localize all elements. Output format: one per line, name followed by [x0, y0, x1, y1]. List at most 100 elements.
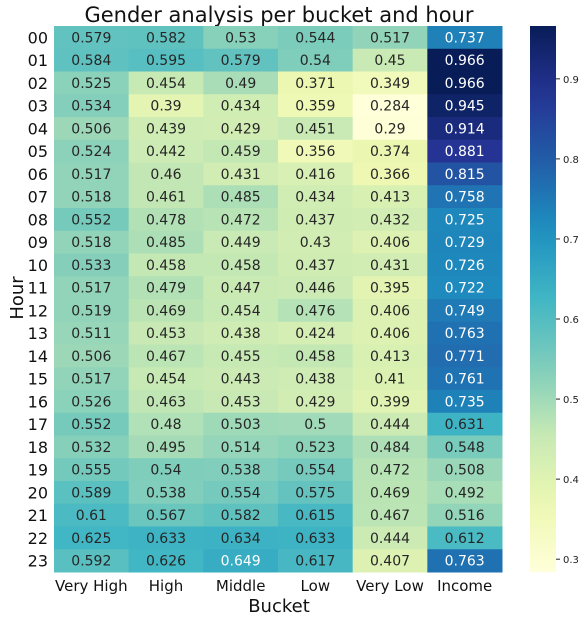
- cell-value-label: 0.438: [295, 372, 335, 388]
- cell-value-label: 0.49: [225, 76, 256, 92]
- heatmap-cell: [54, 549, 130, 573]
- cell-value-label: 0.485: [221, 190, 261, 206]
- heatmap-cell: [352, 276, 428, 300]
- heatmap-cell: [128, 435, 204, 459]
- heatmap-cell: [54, 299, 130, 323]
- heatmap-cell: [128, 503, 204, 527]
- x-tick-label: Very Low: [356, 577, 424, 595]
- cell-value-label: 0.454: [146, 372, 186, 388]
- heatmap-cell: [203, 435, 279, 459]
- heatmap-cell: [278, 185, 354, 209]
- cell-value-label: 0.722: [445, 281, 485, 297]
- cell-value-label: 0.533: [71, 258, 111, 274]
- heatmap-cell: [352, 367, 428, 391]
- heatmap-cell: [203, 94, 279, 118]
- cell-value-label: 0.469: [146, 303, 186, 319]
- cell-value-label: 0.548: [445, 440, 485, 456]
- cell-value-label: 0.446: [295, 281, 335, 297]
- cell-value-label: 0.39: [150, 99, 181, 115]
- heatmap-cell: [54, 481, 130, 505]
- y-tick-label: 21: [28, 506, 48, 525]
- heatmap-cell: [278, 412, 354, 436]
- heatmap-cell: [427, 435, 503, 459]
- heatmap-cell: [278, 26, 354, 50]
- cell-value-label: 0.449: [221, 235, 261, 251]
- y-tick-label: 08: [28, 210, 48, 229]
- heatmap-cell: [54, 503, 130, 527]
- cell-value-label: 0.763: [445, 554, 485, 570]
- heatmap-cell: [427, 230, 503, 254]
- heatmap-cell: [278, 208, 354, 232]
- heatmap-cell: [203, 230, 279, 254]
- cell-value-label: 0.735: [445, 394, 485, 410]
- cell-value-label: 0.517: [71, 281, 111, 297]
- cell-value-label: 0.53: [225, 30, 256, 46]
- cell-value-label: 0.617: [295, 554, 335, 570]
- colorbar-tick-label: 0.8: [563, 155, 579, 166]
- cell-value-label: 0.453: [221, 394, 261, 410]
- cell-value-label: 0.579: [71, 30, 111, 46]
- cell-value-label: 0.554: [221, 485, 261, 501]
- heatmap-cell: [54, 162, 130, 186]
- cell-value-label: 0.463: [146, 394, 186, 410]
- cell-value-label: 0.458: [146, 258, 186, 274]
- cell-value-label: 0.359: [295, 99, 335, 115]
- y-tick-label: 09: [28, 233, 48, 252]
- heatmap-cell: [352, 94, 428, 118]
- heatmap-cell: [128, 481, 204, 505]
- cell-value-label: 0.45: [374, 53, 405, 69]
- y-tick-label: 12: [28, 301, 48, 320]
- heatmap-cell: [128, 458, 204, 482]
- cell-value-label: 0.472: [221, 212, 261, 228]
- cell-value-label: 0.495: [146, 440, 186, 456]
- cell-value-label: 0.406: [370, 303, 410, 319]
- heatmap-cell: [203, 481, 279, 505]
- cell-value-label: 0.615: [295, 508, 335, 524]
- cell-value-label: 0.966: [445, 53, 485, 69]
- cell-value-label: 0.48: [150, 417, 181, 433]
- heatmap-cell: [352, 230, 428, 254]
- heatmap-cell: [203, 185, 279, 209]
- heatmap-cell: [427, 390, 503, 414]
- cell-value-label: 0.478: [146, 212, 186, 228]
- cell-value-label: 0.54: [300, 53, 331, 69]
- heatmap-cell: [203, 321, 279, 345]
- cell-value-label: 0.534: [71, 99, 111, 115]
- heatmap-cell: [278, 94, 354, 118]
- cell-value-label: 0.555: [71, 463, 111, 479]
- cell-value-label: 0.469: [370, 485, 410, 501]
- heatmap-cell: [352, 117, 428, 141]
- heatmap-cell: [128, 344, 204, 368]
- heatmap-cell: [128, 549, 204, 573]
- x-tick-label: High: [149, 577, 183, 595]
- cell-value-label: 0.467: [370, 508, 410, 524]
- heatmap-cell: [54, 94, 130, 118]
- heatmap-cell: [203, 26, 279, 50]
- cell-value-label: 0.631: [445, 417, 485, 433]
- cell-value-label: 0.432: [370, 212, 410, 228]
- cell-value-label: 0.914: [445, 121, 485, 137]
- cell-value-label: 0.476: [295, 303, 335, 319]
- cell-value-label: 0.749: [445, 303, 485, 319]
- heatmap-cell: [352, 526, 428, 550]
- cell-value-label: 0.592: [71, 554, 111, 570]
- heatmap-cell: [278, 503, 354, 527]
- colorbar: [530, 26, 556, 572]
- x-tick-label: Low: [301, 577, 331, 595]
- cell-value-label: 0.525: [71, 76, 111, 92]
- cell-value-label: 0.503: [221, 417, 261, 433]
- heatmap-cell: [54, 185, 130, 209]
- cell-value-label: 0.633: [146, 531, 186, 547]
- cell-value-label: 0.595: [146, 53, 186, 69]
- heatmap-cell: [427, 344, 503, 368]
- heatmap-cell: [54, 276, 130, 300]
- cell-value-label: 0.815: [445, 167, 485, 183]
- cell-value-label: 0.443: [221, 372, 261, 388]
- y-tick-label: 23: [28, 552, 48, 571]
- heatmap-cell: [54, 344, 130, 368]
- y-tick-label: 15: [28, 370, 48, 389]
- y-tick-label: 11: [28, 279, 48, 298]
- heatmap-cell: [203, 208, 279, 232]
- heatmap-cell: [128, 253, 204, 277]
- cell-value-label: 0.485: [146, 235, 186, 251]
